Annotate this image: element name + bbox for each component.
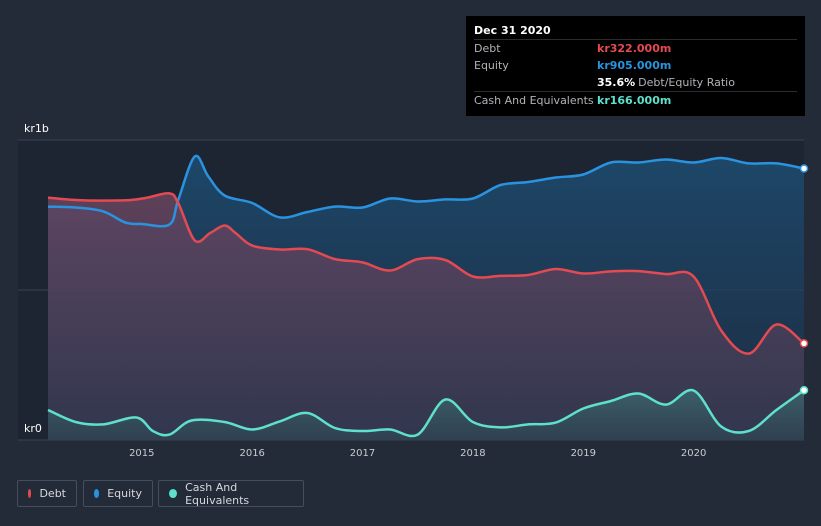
tooltip-date: Dec 31 2020 [474, 24, 551, 37]
y-axis-bottom-label: kr0 [24, 422, 42, 435]
tooltip: Dec 31 2020 Debt kr322.000m Equity kr905… [466, 16, 805, 116]
tooltip-cash-label: Cash And Equivalents [474, 94, 594, 107]
x-tick-label-2017: 2017 [350, 448, 375, 459]
tooltip-row-equity: Equity kr905.000m [474, 57, 797, 74]
legend-item-equity[interactable]: Equity [83, 480, 153, 507]
tooltip-debt-value: kr322.000m [597, 42, 672, 55]
tooltip-equity-label: Equity [474, 59, 509, 72]
equity-dot-icon [94, 489, 100, 498]
equity-end-marker[interactable] [799, 164, 809, 173]
debt-dot-icon [28, 489, 32, 498]
x-tick-label-2019: 2019 [571, 448, 596, 459]
debt-area [48, 193, 804, 440]
tooltip-ratio-value: 35.6% [597, 76, 636, 89]
tooltip-debt-label: Debt [474, 42, 501, 55]
legend-cash-label: Cash And Equivalents [185, 480, 250, 507]
tooltip-cash-value: kr166.000m [597, 94, 672, 107]
equity-line[interactable] [47, 154, 805, 228]
x-tick-label-2018: 2018 [460, 448, 485, 459]
legend-item-cash[interactable]: Cash And Equivalents [158, 480, 304, 507]
tooltip-equity-value: kr905.000m [597, 59, 672, 72]
x-tick-label-2020: 2020 [681, 448, 706, 459]
tooltip-row-ratio: 35.6% Debt/Equity Ratio [474, 74, 797, 91]
y-axis-top-label: kr1b [24, 122, 49, 135]
legend-item-debt[interactable]: Debt [17, 480, 77, 507]
x-tick-label-2016: 2016 [239, 448, 264, 459]
tooltip-row-debt: Debt kr322.000m [474, 39, 797, 57]
cash-end-marker[interactable] [799, 385, 809, 395]
x-axis-ticks: 2015 2016 2017 2018 2019 2020 [129, 448, 706, 459]
x-tick-label-2015: 2015 [129, 448, 154, 459]
debt-line[interactable] [47, 192, 805, 355]
tooltip-ratio-label: Debt/Equity Ratio [638, 76, 735, 89]
tooltip-row-cash: Cash And Equivalents kr166.000m [474, 91, 797, 109]
cash-area [48, 390, 804, 440]
debt-end-marker[interactable] [799, 339, 809, 348]
legend-equity-label: Equity [107, 487, 142, 500]
cash-dot-icon [169, 489, 178, 498]
cash-line[interactable] [47, 388, 805, 438]
legend-debt-label: Debt [39, 487, 66, 500]
tooltip-ratio-blank [474, 74, 597, 91]
